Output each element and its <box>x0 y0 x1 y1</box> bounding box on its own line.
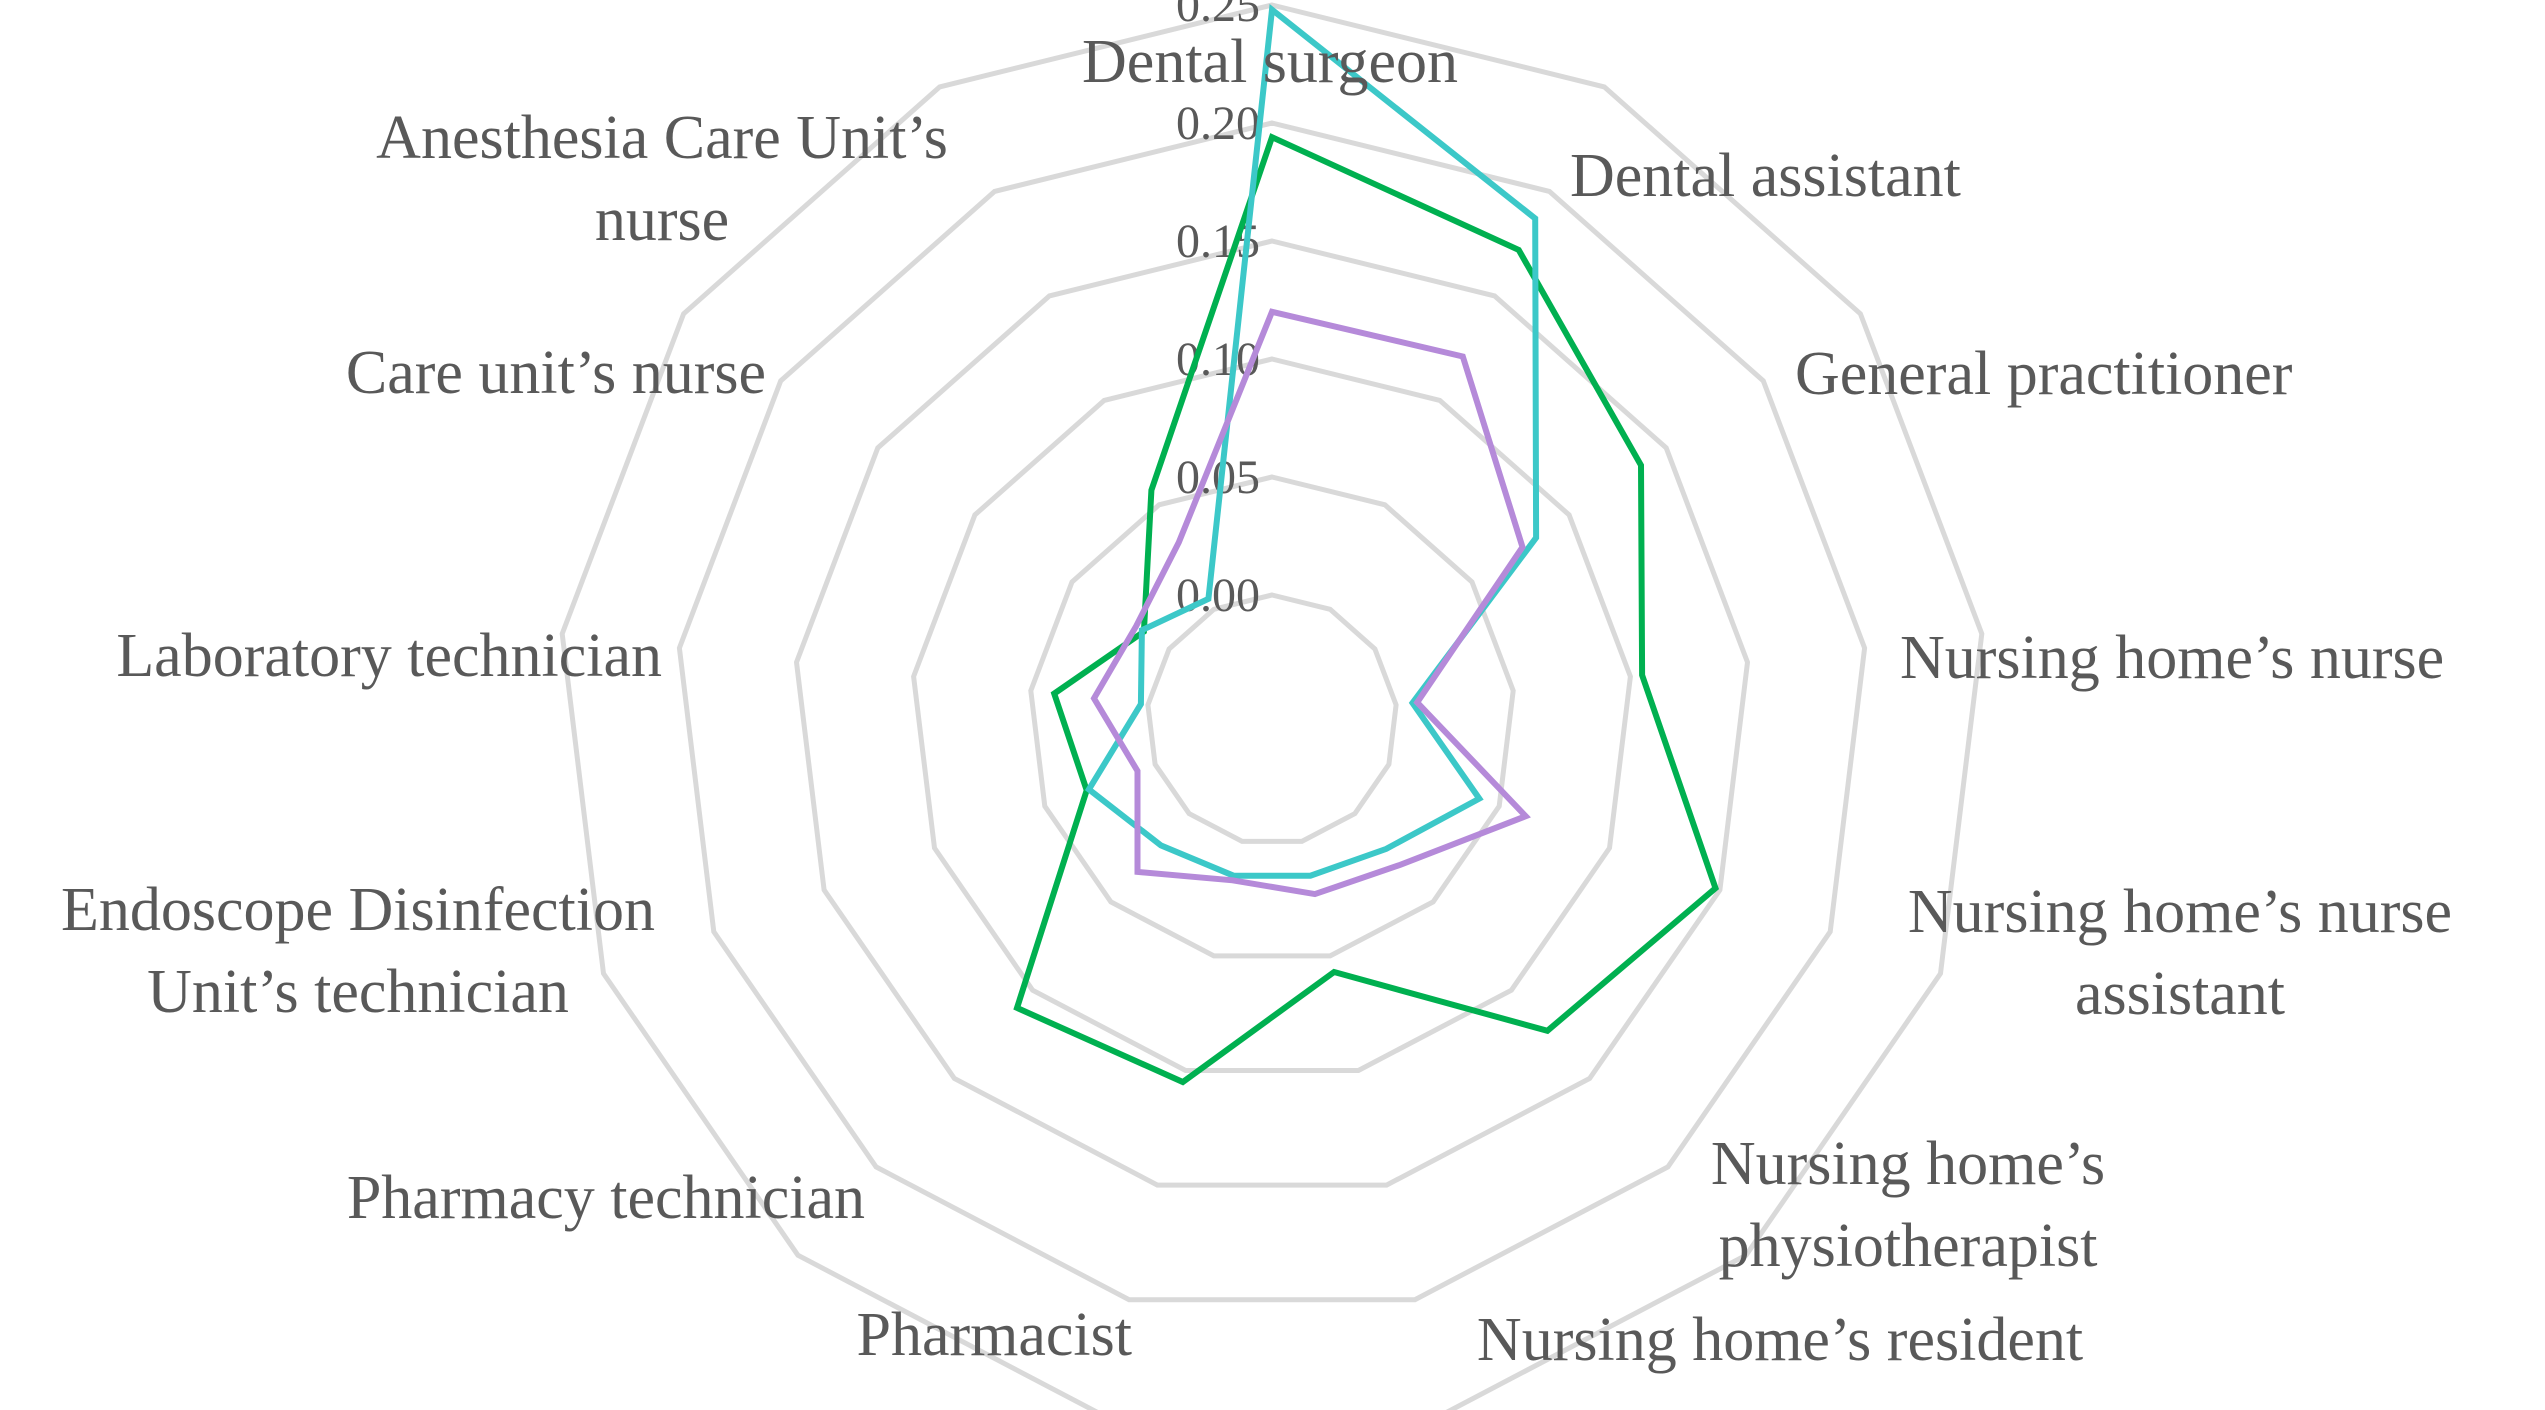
radar-grid <box>559 2 1985 1410</box>
axis-category-labels: Dental surgeon Dental assistant General … <box>61 28 2452 1374</box>
axis-label-nursing-home-nurse: Nursing home’s nurse <box>1900 624 2444 692</box>
grid-ring-4 <box>676 120 1868 1303</box>
axis-label-endoscope-disinfection-technician: Endoscope Disinfection Unit’s technician <box>61 876 655 1026</box>
axis-label-general-practitioner: General practitioner <box>1795 340 2293 408</box>
axis-label-dental-surgeon: Dental surgeon <box>1082 28 1458 96</box>
radar-series <box>1013 3 1720 1086</box>
tick-label-4: 0.20 <box>1176 97 1260 150</box>
axis-label-pharmacy-technician: Pharmacy technician <box>347 1164 865 1232</box>
axis-label-nursing-home-resident: Nursing home’s resident <box>1477 1306 2083 1374</box>
axis-label-anesthesia-care-unit-nurse: Anesthesia Care Unit’s nurse <box>376 104 948 254</box>
series-line-2 <box>1090 308 1531 898</box>
axis-label-pharmacist: Pharmacist <box>857 1301 1133 1369</box>
grid-ring-5 <box>559 2 1985 1410</box>
grid-ring-1 <box>1028 474 1516 959</box>
grid-ring-3 <box>793 238 1751 1188</box>
axis-label-care-unit-nurse: Care unit’s nurse <box>346 339 766 407</box>
axis-label-nursing-home-nurse-assistant: Nursing home’s nurse assistant <box>1908 878 2452 1028</box>
series-line-1 <box>1084 3 1540 879</box>
grid-ring-2 <box>911 356 1633 1073</box>
axis-label-nursing-home-physiotherapist: Nursing home’s physiotherapist <box>1711 1130 2105 1280</box>
tick-label-0: 0.00 <box>1176 569 1260 622</box>
tick-label-5: 0.25 <box>1176 0 1260 32</box>
axis-label-laboratory-technician: Laboratory technician <box>116 622 662 690</box>
axis-label-dental-assistant: Dental assistant <box>1570 142 1961 210</box>
grid-ring-0 <box>1145 592 1399 844</box>
